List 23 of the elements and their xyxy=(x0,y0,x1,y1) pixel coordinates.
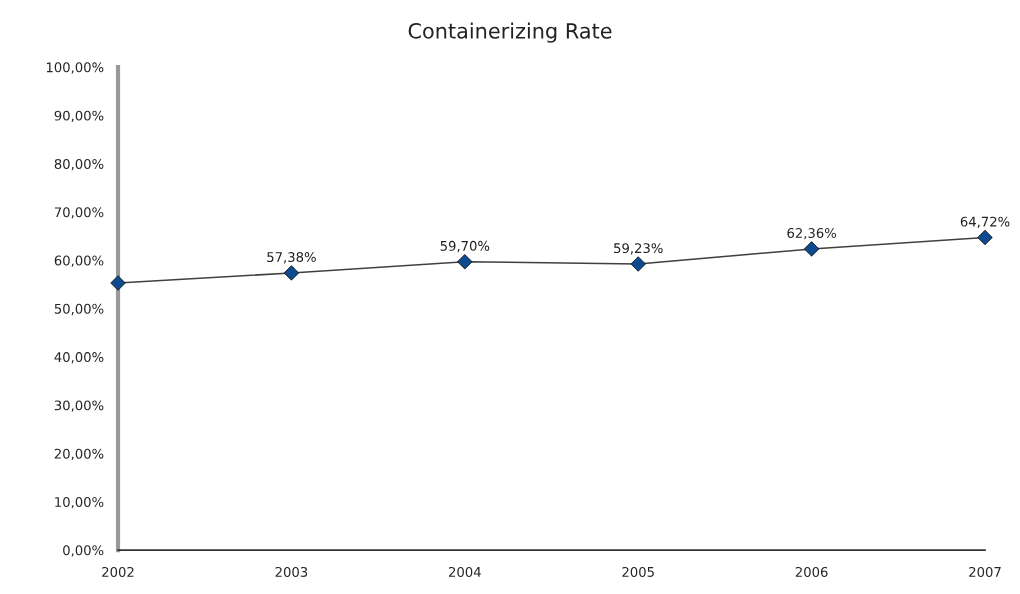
y-tick-label: 10,00% xyxy=(55,496,104,509)
y-tick-label: 70,00% xyxy=(54,207,104,219)
chart-title: Containerizing Rate xyxy=(408,22,612,43)
y-tick-label: 50,00% xyxy=(54,303,104,316)
y-tick-label: 100,00% xyxy=(46,62,104,74)
y-tick-label: 60,00% xyxy=(54,255,104,267)
y-tick-label: 90,00% xyxy=(54,110,104,122)
data-label: 59,23% xyxy=(614,243,663,255)
x-tick-label: 2007 xyxy=(969,566,1001,577)
x-tick-label: 2004 xyxy=(448,566,481,577)
y-tick-label: 40,00% xyxy=(54,352,104,364)
x-tick-label: 2002 xyxy=(102,566,134,577)
x-tick-label: 2006 xyxy=(795,566,828,577)
data-label: 57,38% xyxy=(267,252,316,264)
x-tick-label: 2003 xyxy=(275,566,308,577)
y-tick-label: 30,00% xyxy=(54,400,104,412)
data-label: 59,70% xyxy=(440,240,490,253)
data-label: 64,72% xyxy=(960,216,1010,228)
y-tick-label: 20,00% xyxy=(54,448,104,461)
y-tick-label: 80,00% xyxy=(54,158,104,171)
y-tick-label: 0,00% xyxy=(63,545,104,557)
data-label: 62,36% xyxy=(787,228,837,240)
x-tick-label: 2005 xyxy=(622,566,654,577)
